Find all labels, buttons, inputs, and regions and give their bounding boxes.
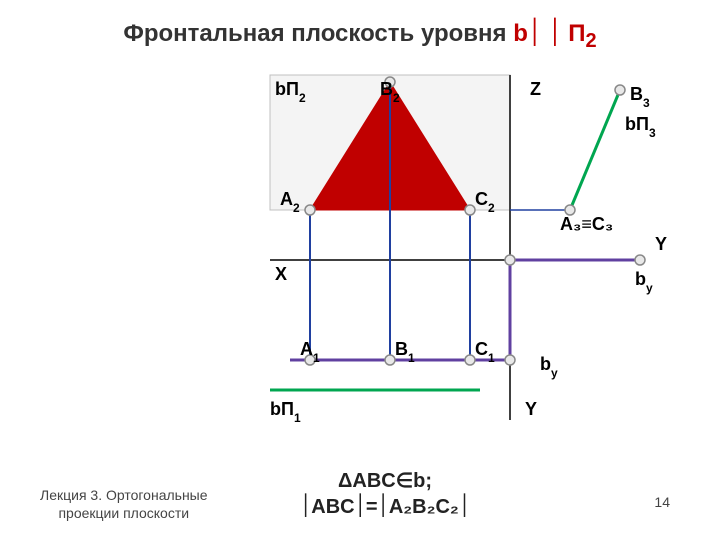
page-number: 14 xyxy=(654,494,670,510)
dot-a2 xyxy=(305,205,315,215)
lbl-z: Z xyxy=(530,79,541,99)
line-bp3 xyxy=(570,90,620,210)
formula-line1: ΔABC∈b; xyxy=(300,468,470,494)
dot-yright xyxy=(635,255,645,265)
lbl-bp1: bП1 xyxy=(270,399,301,425)
dot-c2 xyxy=(465,205,475,215)
lbl-x: X xyxy=(275,264,287,284)
lbl-bp3: bП3 xyxy=(625,114,656,140)
footer-text: Лекция 3. Ортогональные проекции плоскос… xyxy=(40,486,208,522)
title-symbol: b xyxy=(513,20,528,47)
formula-block: ΔABC∈b; ׀ABC׀=׀A₂B₂C₂׀ xyxy=(300,468,470,520)
footer-line2: проекции плоскости xyxy=(40,504,208,522)
title-plane-sub: 2 xyxy=(586,30,597,52)
formula-line2: ׀ABC׀=׀A₂B₂C₂׀ xyxy=(300,494,470,520)
slide-title: Фронтальная плоскость уровня b׀ ׀ П2 xyxy=(0,20,720,53)
dot-b3 xyxy=(615,85,625,95)
dot-b1 xyxy=(385,355,395,365)
dot-origin xyxy=(505,255,515,265)
lbl-yd: Y xyxy=(525,399,537,419)
footer-line1: Лекция 3. Ортогональные xyxy=(40,486,208,504)
title-parallel: ׀ ׀ xyxy=(528,20,562,47)
lbl-by: by xyxy=(635,269,653,295)
title-prefix: Фронтальная плоскость уровня xyxy=(123,20,513,47)
diagram-area: bП2 B2 Z B3 bП3 A2 C2 A₃≡C₃ Y X by A1 B1… xyxy=(240,60,680,480)
title-plane: П xyxy=(568,20,585,47)
diagram-svg: bП2 B2 Z B3 bП3 A2 C2 A₃≡C₃ Y X by A1 B1… xyxy=(240,60,680,480)
lbl-a3c3: A₃≡C₃ xyxy=(560,214,613,234)
lbl-b3: B3 xyxy=(630,84,650,110)
lbl-by2: by xyxy=(540,354,558,380)
dot-ydown xyxy=(505,355,515,365)
dot-c1 xyxy=(465,355,475,365)
lbl-yr: Y xyxy=(655,234,667,254)
